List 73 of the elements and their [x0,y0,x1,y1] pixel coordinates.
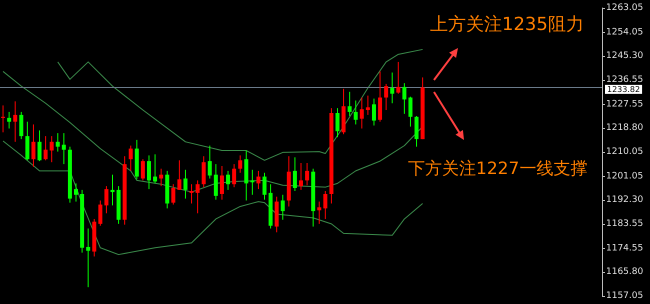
y-tick-label: 1218.80 [606,123,644,134]
candlestick [323,190,328,220]
candlestick [86,228,90,288]
candlestick [146,154,151,190]
candlestick [7,111,12,129]
y-tick-label: 1157.05 [606,291,644,301]
candlestick [177,160,182,190]
candlestick [299,162,303,190]
candlestick [104,186,108,214]
candlestick [354,100,358,125]
candlestick [25,121,30,161]
candlestick [1,104,6,133]
candlestick [62,132,66,165]
candlestick [128,145,133,172]
candlestick [280,194,285,220]
candlestick [56,132,60,152]
candlestick [19,111,24,140]
candlestick [305,162,310,186]
candlestick [202,156,206,188]
candlestick [98,200,102,226]
candlestick [292,156,297,192]
y-tick-label: 1254.05 [606,27,644,38]
candlestick [335,108,340,138]
annotation: 上方关注1235阻力 [430,14,584,35]
y-tick-label: 1245.30 [606,51,644,62]
candlestick [372,98,376,126]
y-tick-label: 1201.05 [606,171,644,182]
y-tick-label: 1192.30 [606,195,644,206]
candlestick [38,130,42,162]
candlestick [214,164,218,200]
candlestick [366,95,370,116]
candlestick [317,201,322,224]
candlestick [250,169,254,196]
y-tick-label: 1183.55 [606,219,644,229]
candlestick [31,124,36,168]
candlestick [208,145,212,179]
candlestick [408,96,412,128]
candlestick [226,170,230,190]
candlestick [396,61,400,94]
line-series [57,48,424,161]
y-tick-label: 1174.55 [606,243,644,254]
line-series [2,140,424,256]
y-tick-label: 1227.55 [606,99,644,110]
candlestick [390,72,394,104]
candlestick [171,184,176,206]
ref-line-label: 1233.82 [607,84,640,94]
candlestick [220,165,224,200]
candlestick [183,169,188,200]
candlestick [110,174,114,206]
candlestick [140,158,145,181]
candlestick [348,91,352,116]
candlestick [153,154,158,184]
candlestick [262,172,267,200]
y-tick-label: 1210.05 [606,147,644,157]
y-tick-label: 1263.05 [606,3,644,13]
y-tick-label: 1165.80 [606,267,644,278]
candlestick [44,136,48,161]
candlestick [414,116,419,148]
candlestick [50,136,54,163]
candlestick [190,184,194,204]
candlestick [238,154,242,174]
candlestick [402,82,406,114]
annotation: 下方关注1227一线支撑 [408,159,588,179]
candlestick [384,83,388,111]
candlestick [378,70,382,122]
candlestick [159,168,164,187]
candlestick [232,164,236,188]
candlestick [360,97,364,129]
candlestick [74,182,78,202]
candlestick [256,170,260,190]
candlestick [13,100,18,142]
candlestick [196,180,200,214]
y-tick-label: 1236.55 [606,75,644,85]
